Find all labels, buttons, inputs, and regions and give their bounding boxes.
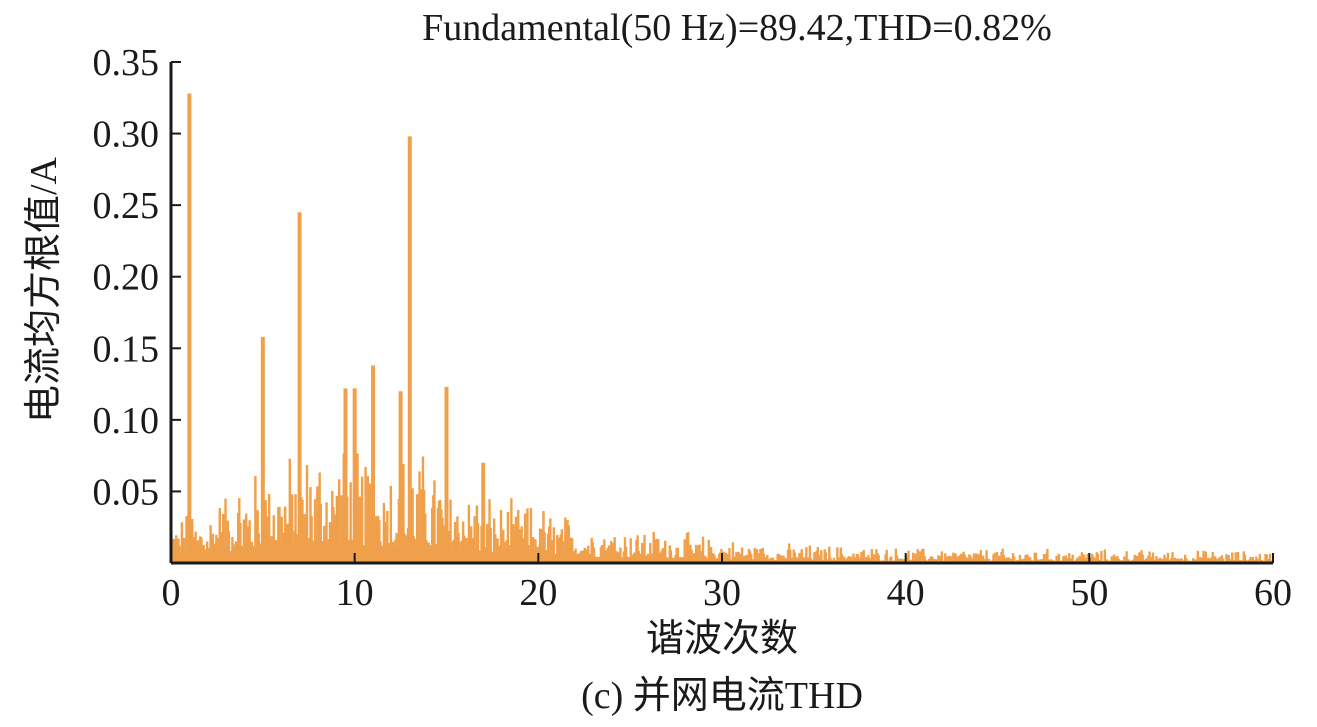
x-tick-label: 20 xyxy=(519,572,557,614)
x-tick-label: 10 xyxy=(336,572,374,614)
x-axis-label: 谐波次数 xyxy=(646,618,798,660)
y-tick-label: 0.20 xyxy=(93,257,160,299)
ticks: 0.05 0.10 0.15 0.20 0.25 0.30 0.35 0 10 20 30 40 50 6… xyxy=(93,42,1293,614)
y-tick-label: 0.30 xyxy=(93,114,160,156)
chart-title: Fundamental(50 Hz)=89.42,THD=0.82% xyxy=(422,7,1052,49)
axes xyxy=(169,62,1273,565)
y-tick-label: 0.10 xyxy=(93,400,160,442)
y-axis-label: 电流均方根值/A xyxy=(23,156,65,423)
x-tick-label: 40 xyxy=(887,572,925,614)
y-tick-label: 0.05 xyxy=(93,471,160,513)
y-tick-label: 0.15 xyxy=(93,328,160,370)
figure-caption: (c) 并网电流THD xyxy=(581,675,863,717)
x-tick-label: 60 xyxy=(1254,572,1292,614)
x-tick-label: 30 xyxy=(703,572,741,614)
x-tick-label: 0 xyxy=(162,572,181,614)
y-tick-label: 0.35 xyxy=(93,42,160,84)
y-tick-label: 0.25 xyxy=(93,185,160,227)
x-tick-label: 50 xyxy=(1070,572,1108,614)
spectrum-bars xyxy=(170,93,1274,563)
